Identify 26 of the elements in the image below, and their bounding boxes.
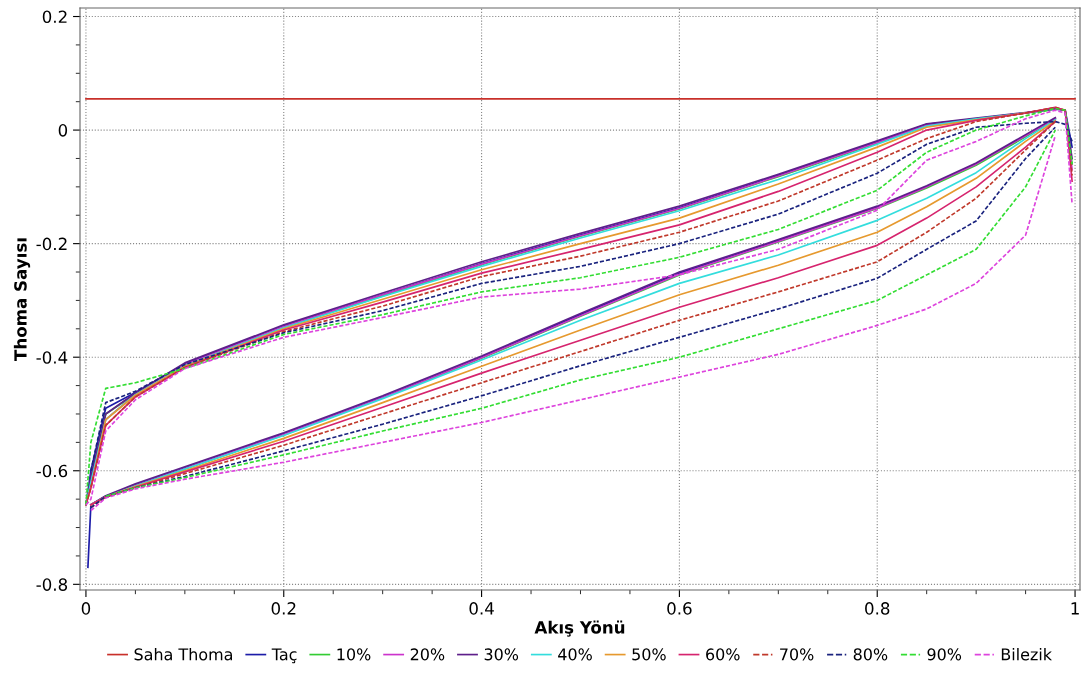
y-axis-title: Thoma Sayısı [13,238,31,361]
y-tick-label: -0.2 [36,237,67,251]
x-tick-label: 0.6 [667,602,692,615]
x-tick-label: 1 [1071,602,1079,615]
y-tick-label: -0.6 [36,464,68,478]
y-tick-label: -0.8 [36,578,68,591]
legend-label: 70% [780,648,814,661]
legend-label: Taç [271,648,297,664]
y-tick-label: -0.4 [36,351,68,364]
legend-label: 60% [706,648,740,661]
legend-label: 30% [484,648,519,661]
legend-label: Bilezik [1001,648,1052,661]
x-tick-label: 0.2 [271,602,296,615]
legend-label: 90% [927,648,962,661]
y-tick-label: 0.2 [42,10,67,24]
y-tick-label: 0 [58,124,68,137]
legend-label: 50% [632,648,666,661]
x-tick-label: 0.8 [865,602,890,615]
legend-label: 20% [410,648,445,661]
legend-label: 80% [853,648,888,661]
legend-label: 10% [337,648,371,661]
x-axis-title: Akış Yönü [534,620,625,637]
legend-label: 40% [558,648,592,661]
legend-label: Saha Thoma [134,648,232,661]
x-tick-label: 0 [81,602,91,615]
x-tick-label: 0.4 [469,602,494,615]
